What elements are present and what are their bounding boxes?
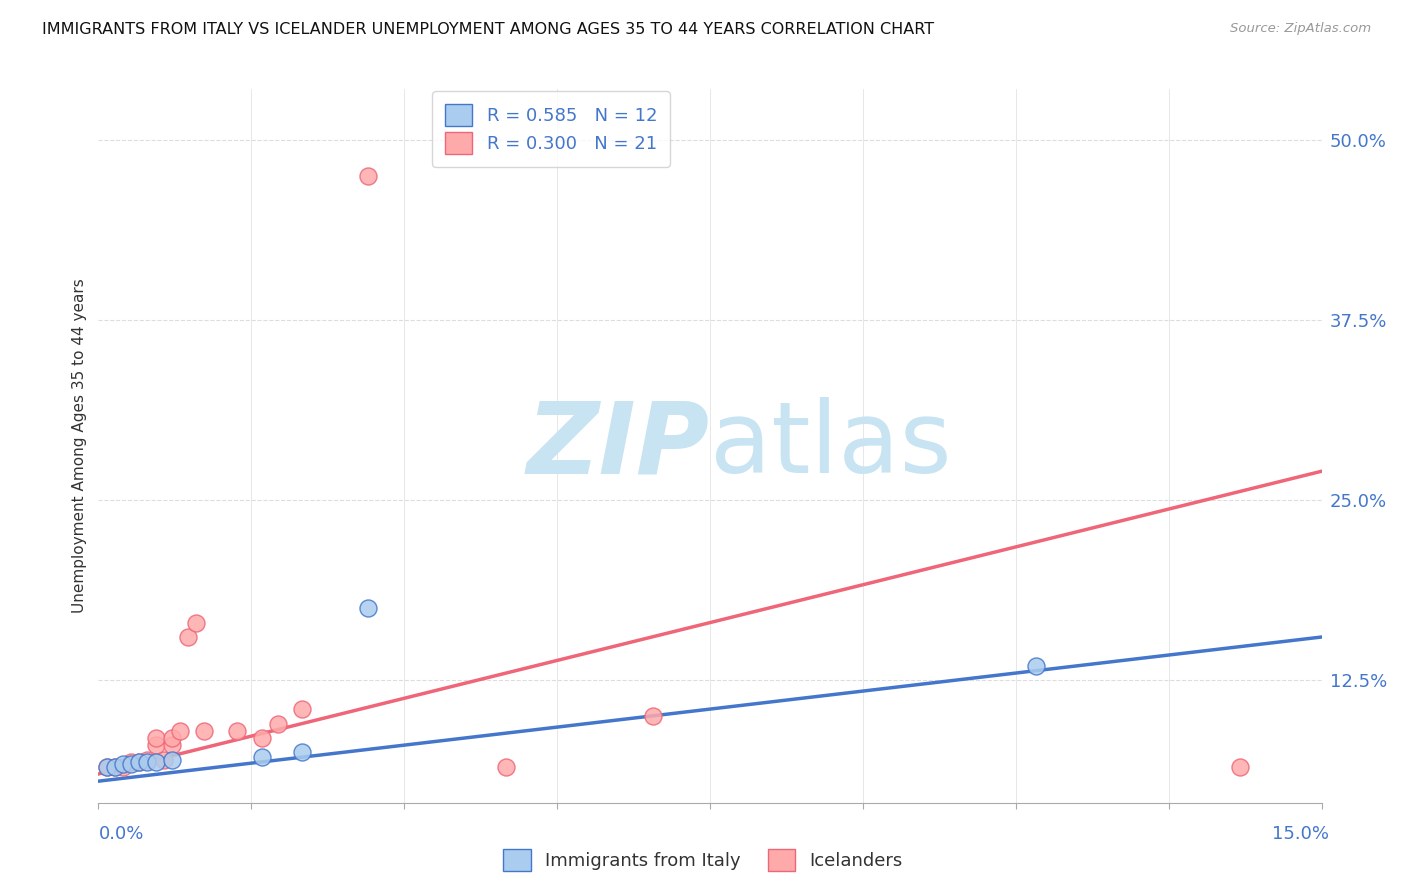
Point [104, 760, 127, 774]
Text: 0.0%: 0.0% [98, 825, 143, 843]
Point [226, 723, 249, 738]
Point [356, 169, 378, 183]
Point [1025, 658, 1047, 673]
Point [267, 716, 290, 731]
Text: IMMIGRANTS FROM ITALY VS ICELANDER UNEMPLOYMENT AMONG AGES 35 TO 44 YEARS CORREL: IMMIGRANTS FROM ITALY VS ICELANDER UNEMP… [42, 22, 935, 37]
Point [193, 723, 215, 738]
Y-axis label: Unemployment Among Ages 35 to 44 years: Unemployment Among Ages 35 to 44 years [72, 278, 87, 614]
Point [111, 756, 134, 771]
Legend: R = 0.585   N = 12, R = 0.300   N = 21: R = 0.585 N = 12, R = 0.300 N = 21 [433, 91, 669, 167]
Point [152, 753, 174, 767]
Point [120, 756, 142, 770]
Text: atlas: atlas [710, 398, 952, 494]
Point [104, 760, 127, 774]
Point [641, 709, 664, 723]
Point [96, 760, 118, 774]
Text: 15.0%: 15.0% [1271, 825, 1329, 843]
Point [160, 731, 183, 745]
Point [291, 745, 314, 759]
Point [177, 630, 200, 644]
Point [169, 723, 191, 738]
Point [250, 749, 273, 764]
Point [145, 756, 167, 770]
Point [1229, 760, 1251, 774]
Point [111, 760, 134, 774]
Text: ZIP: ZIP [527, 398, 710, 494]
Point [128, 756, 150, 770]
Point [495, 760, 517, 774]
Point [145, 731, 167, 745]
Point [186, 615, 208, 630]
Point [128, 756, 150, 770]
Point [120, 756, 142, 771]
Point [250, 731, 273, 745]
Point [145, 738, 167, 752]
Point [136, 753, 159, 767]
Point [136, 756, 159, 770]
Point [160, 753, 183, 767]
Point [291, 702, 314, 716]
Point [160, 738, 183, 752]
Point [356, 601, 378, 615]
Point [96, 760, 118, 774]
Legend: Immigrants from Italy, Icelanders: Immigrants from Italy, Icelanders [496, 842, 910, 879]
Text: Source: ZipAtlas.com: Source: ZipAtlas.com [1230, 22, 1371, 36]
